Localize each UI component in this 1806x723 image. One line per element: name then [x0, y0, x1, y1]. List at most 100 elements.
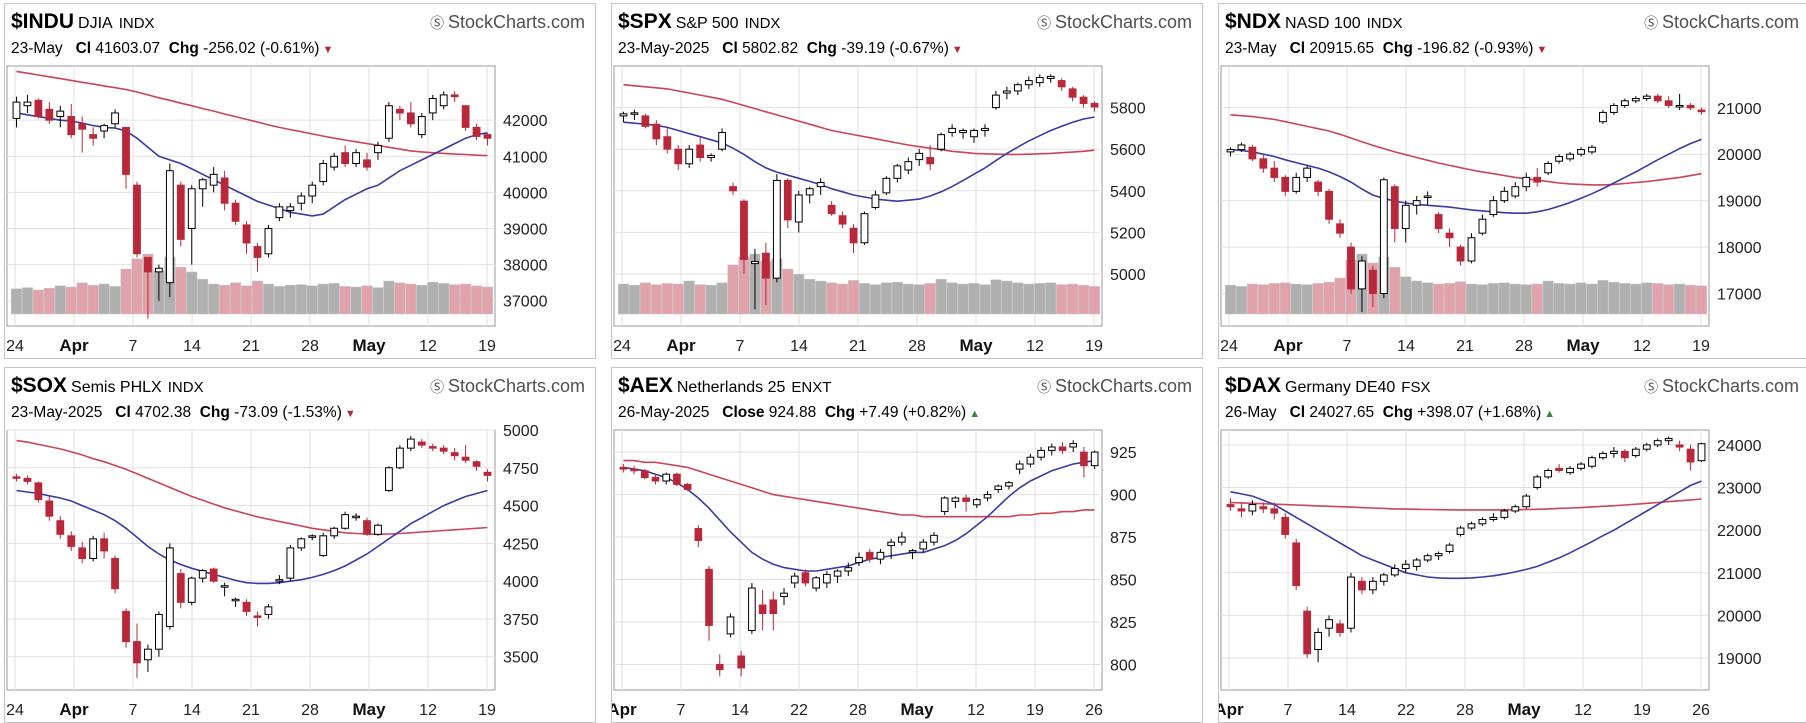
candle-body — [1047, 446, 1056, 451]
candle-body — [319, 535, 328, 556]
candle-body — [1544, 163, 1553, 174]
chart-panel-indu[interactable]: $INDU DJIA INDX Ⓢ StockCharts.com 23-May Cl … — [4, 3, 596, 359]
moving-average-fast-line — [16, 112, 488, 217]
volume-bar — [405, 283, 417, 315]
candle-body — [198, 570, 207, 579]
volume-bar — [683, 280, 695, 315]
candle-body — [816, 181, 825, 188]
ticker-symbol: $SOX — [11, 374, 68, 397]
chart-panel-ndx[interactable]: $NDX NASD 100 INDX Ⓢ StockCharts.com 23-May … — [1218, 3, 1806, 359]
candle-body — [1325, 619, 1333, 629]
candle-body — [1577, 149, 1585, 155]
candle-body — [783, 179, 792, 221]
volume-bar — [946, 282, 958, 315]
close-label: Cl — [1289, 404, 1306, 421]
volume-bar — [1312, 283, 1324, 315]
volume-bar — [1056, 284, 1068, 315]
volume-bar — [1301, 284, 1313, 315]
candle-body — [893, 165, 902, 179]
volume-bar — [1257, 284, 1269, 315]
volume-bar — [1542, 280, 1554, 315]
candle-body — [1226, 149, 1235, 153]
volume-bar — [339, 286, 351, 315]
candle-body — [1577, 463, 1585, 469]
candle-body — [264, 228, 273, 255]
quote-line: 23-May-2025 Cl 5802.82 Chg -39.19 (-0.67… — [618, 40, 963, 58]
x-tick-label: 12 — [1574, 702, 1592, 719]
price-chart: 37000 38000 39000 40000 41000 42000 24 Apr 7 14 21… — [6, 65, 548, 355]
x-tick-label: 28 — [301, 702, 319, 719]
close-label: Close — [722, 404, 765, 421]
x-tick-label: 19 — [478, 338, 496, 355]
candle-body — [483, 471, 492, 476]
candle-body — [674, 148, 683, 165]
chart-header: $SPX S&P 500 INDX Ⓢ StockCharts.com 23-May-2… — [618, 10, 1194, 60]
candle-body — [406, 112, 415, 125]
chart-panel-spx[interactable]: $SPX S&P 500 INDX Ⓢ StockCharts.com 23-May-2… — [611, 3, 1203, 359]
volume-bar — [1422, 282, 1434, 315]
volume-bar — [1012, 282, 1024, 315]
arrow-up-icon: ▲ — [1541, 408, 1556, 420]
candle-body — [154, 267, 163, 273]
candle-body — [959, 129, 967, 134]
y-tick-label: 41000 — [503, 149, 548, 166]
y-tick-label: 21000 — [1717, 566, 1762, 583]
candle-body — [973, 499, 981, 506]
x-tick-label: 24 — [6, 338, 24, 355]
candle-body — [748, 587, 756, 632]
x-tick-label: 14 — [1338, 702, 1356, 719]
candle-body — [737, 655, 745, 669]
change-label: Chg — [824, 404, 855, 421]
candle-body — [1090, 102, 1099, 108]
volume-bar — [891, 281, 903, 315]
candle-body — [981, 127, 989, 131]
volume-bar — [460, 283, 472, 315]
candle-body — [1675, 104, 1684, 108]
volume-bar — [1455, 281, 1467, 315]
y-tick-label: 5600 — [1110, 142, 1146, 159]
candle-body — [1697, 109, 1706, 113]
candle-body — [23, 101, 32, 107]
candle-body — [89, 538, 98, 559]
volume-bar — [848, 280, 860, 315]
candle-body — [461, 105, 470, 128]
volume-bar — [1268, 283, 1280, 315]
candle-body — [1259, 506, 1268, 510]
candle-body — [908, 550, 917, 553]
candle-body — [780, 592, 788, 598]
candle-body — [78, 547, 87, 559]
chart-panel-aex[interactable]: $AEX Netherlands 25 ENXT Ⓢ StockCharts.com 2… — [611, 367, 1203, 723]
candle-body — [209, 173, 218, 186]
volume-bar — [251, 280, 263, 315]
candle-body — [1347, 246, 1355, 290]
chart-panel-dax[interactable]: $DAX Germany DE40 FSX Ⓢ StockCharts.com 26-M… — [1218, 367, 1806, 723]
candle-body — [794, 194, 803, 223]
change-label: Chg — [1382, 404, 1413, 421]
y-tick-label: 900 — [1110, 488, 1137, 505]
y-tick-label: 925 — [1110, 445, 1137, 462]
volume-bar — [1575, 282, 1587, 315]
candle-body — [937, 134, 946, 150]
candle-body — [1325, 190, 1333, 220]
candle-body — [1522, 495, 1531, 508]
candle-body — [1005, 482, 1013, 487]
candle-body — [122, 610, 130, 643]
volume-bar — [694, 284, 706, 315]
candle-body — [740, 200, 748, 260]
volume-bar — [727, 264, 739, 315]
x-tick-label: May — [352, 700, 386, 719]
moving-average-slow-line — [623, 83, 1095, 156]
candle-body — [439, 94, 448, 107]
candle-body — [1046, 75, 1055, 79]
candle-body — [1631, 98, 1640, 102]
candle-body — [860, 213, 869, 244]
moving-average-fast-line — [16, 489, 488, 585]
candle-body — [983, 494, 992, 499]
brand-name: StockCharts.com — [1661, 376, 1799, 396]
volume-bar — [1674, 283, 1686, 315]
chart-panel-sox[interactable]: $SOX Semis PHLX INDX Ⓢ StockCharts.com 23-Ma… — [4, 367, 596, 723]
candle-body — [915, 152, 924, 161]
candle-body — [1281, 516, 1290, 535]
exchange-code: INDX — [1366, 15, 1403, 32]
candle-body — [1368, 269, 1377, 294]
